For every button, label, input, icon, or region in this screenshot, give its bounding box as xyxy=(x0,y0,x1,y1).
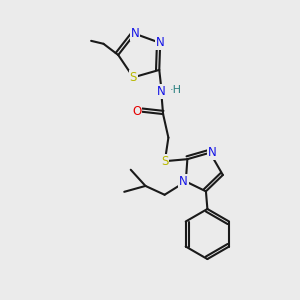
Text: N: N xyxy=(157,85,166,98)
Text: ·H: ·H xyxy=(170,85,182,95)
Text: S: S xyxy=(130,71,137,84)
Text: O: O xyxy=(132,105,141,118)
Text: N: N xyxy=(208,146,217,159)
Text: N: N xyxy=(179,175,188,188)
Text: N: N xyxy=(156,36,165,50)
Text: N: N xyxy=(130,27,139,40)
Text: S: S xyxy=(161,155,169,168)
